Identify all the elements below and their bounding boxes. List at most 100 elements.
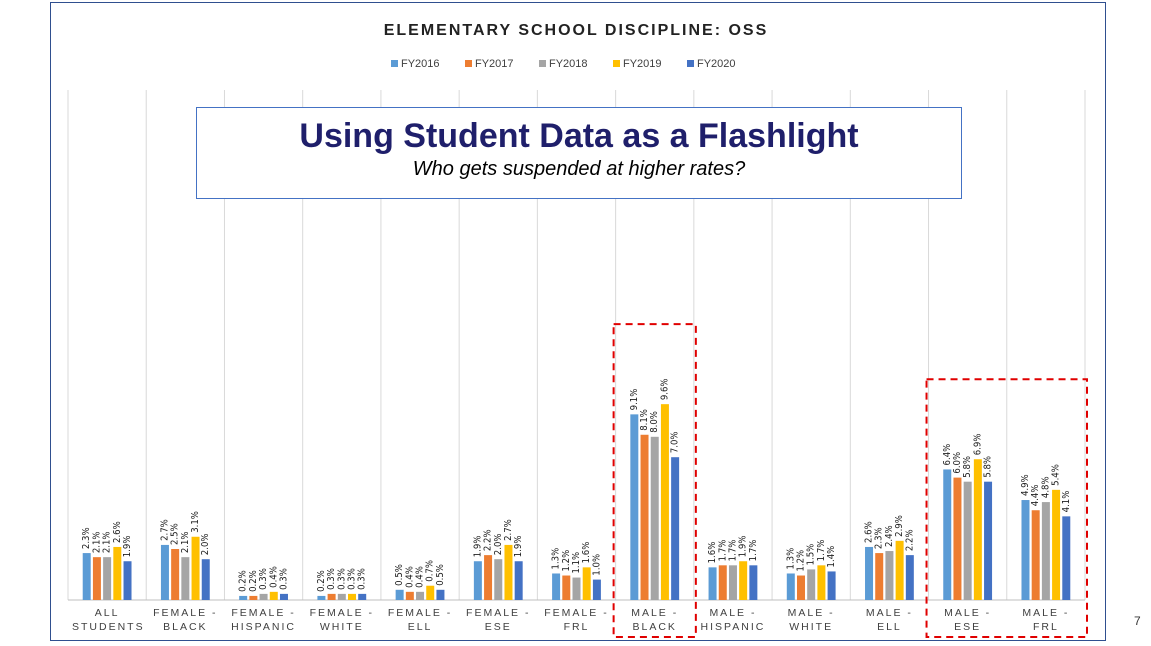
data-label: 7.0%	[670, 431, 681, 453]
data-label: 2.2%	[904, 529, 915, 551]
legend-swatch	[465, 60, 472, 67]
bar	[1041, 502, 1050, 600]
data-label: 6.0%	[952, 452, 963, 474]
bar	[660, 404, 669, 600]
legend-label: FY2017	[475, 58, 514, 70]
bar	[582, 567, 591, 600]
bar	[239, 595, 248, 600]
x-tick-label: FEMALE - HISPANIC	[231, 607, 296, 633]
bar	[171, 549, 180, 600]
bar	[875, 553, 884, 600]
bar	[279, 593, 288, 600]
bar	[963, 481, 972, 600]
data-label: 2.9%	[894, 515, 905, 537]
bar	[552, 573, 561, 600]
bar	[1052, 489, 1061, 600]
bar	[885, 551, 894, 600]
bar	[123, 561, 132, 600]
chart-title: ELEMENTARY SCHOOL DISCIPLINE: OSS	[384, 22, 769, 39]
legend-label: FY2018	[549, 58, 588, 70]
bar	[113, 546, 122, 600]
data-label: 1.9%	[738, 536, 749, 558]
bar	[807, 569, 816, 600]
data-label: 1.4%	[826, 546, 837, 568]
data-label: 2.7%	[159, 519, 170, 541]
data-label: 1.0%	[591, 554, 602, 576]
data-label: 1.1%	[571, 552, 582, 574]
data-label: 0.4%	[415, 566, 426, 588]
x-tick-label: MALE - BLACK	[631, 607, 679, 633]
data-label: 9.1%	[629, 389, 640, 411]
x-tick-label: MALE - ELL	[865, 607, 913, 633]
data-label: 4.4%	[1030, 485, 1041, 507]
data-label: 6.4%	[942, 444, 953, 466]
bar	[973, 459, 982, 600]
x-tick-label: MALE - FRL	[1022, 607, 1070, 633]
legend-swatch	[613, 60, 620, 67]
bar	[514, 561, 523, 600]
data-label: 2.6%	[864, 521, 875, 543]
data-label: 2.5%	[170, 523, 181, 545]
x-tick-label: FEMALE - ELL	[387, 607, 453, 633]
data-label: 5.8%	[983, 456, 994, 478]
bar	[708, 567, 717, 600]
data-label: 1.7%	[748, 540, 759, 562]
bar	[943, 469, 952, 600]
bar	[817, 565, 826, 600]
data-label: 0.2%	[238, 570, 249, 592]
data-label: 8.1%	[639, 409, 650, 431]
bar	[572, 577, 581, 600]
data-label: 2.6%	[112, 521, 123, 543]
data-label: 0.3%	[258, 568, 269, 590]
bar	[728, 565, 737, 600]
bar	[358, 593, 367, 600]
data-label: 4.8%	[1040, 476, 1051, 498]
bar	[749, 565, 758, 600]
data-label: 0.2%	[248, 570, 259, 592]
x-tick-label: MALE - ESE	[944, 607, 992, 633]
bar	[473, 561, 482, 600]
bar	[181, 557, 190, 600]
data-label: 0.3%	[347, 568, 358, 590]
bar	[191, 536, 200, 600]
x-tick-label: FEMALE - ESE	[466, 607, 531, 633]
data-label: 5.8%	[962, 456, 973, 478]
bar	[103, 557, 112, 600]
bar	[416, 591, 425, 600]
data-label: 1.9%	[513, 536, 524, 558]
data-label: 0.5%	[394, 564, 405, 586]
data-label: 2.3%	[874, 527, 885, 549]
data-label: 1.6%	[707, 542, 718, 564]
bar	[82, 553, 91, 600]
data-label: 2.0%	[200, 533, 211, 555]
bar	[739, 561, 748, 600]
bar	[395, 589, 404, 600]
legend-swatch	[539, 60, 546, 67]
bar	[201, 559, 210, 600]
x-tick-label: FEMALE - BLACK	[153, 607, 218, 633]
bar	[718, 565, 727, 600]
data-label: 1.7%	[727, 540, 738, 562]
data-label: 0.4%	[268, 566, 279, 588]
data-label: 2.7%	[503, 519, 514, 541]
bar	[827, 571, 836, 600]
legend-label: FY2019	[623, 58, 662, 70]
data-label: 4.1%	[1061, 491, 1072, 513]
data-label: 1.9%	[472, 536, 483, 558]
x-tick-label: FEMALE - WHITE	[309, 607, 375, 633]
data-label: 1.7%	[717, 540, 728, 562]
data-label: 1.7%	[816, 540, 827, 562]
data-label: 1.5%	[806, 544, 817, 566]
x-tick-label: ALL STUDENTS	[72, 607, 145, 633]
slide-number: 7	[1134, 614, 1141, 628]
data-label: 1.3%	[551, 548, 562, 570]
bar	[348, 593, 357, 600]
bar	[504, 544, 513, 600]
data-label: 0.2%	[316, 570, 327, 592]
data-label: 2.1%	[91, 531, 102, 553]
data-label: 1.2%	[795, 550, 806, 572]
bar	[640, 434, 649, 600]
data-label: 3.1%	[190, 511, 201, 533]
